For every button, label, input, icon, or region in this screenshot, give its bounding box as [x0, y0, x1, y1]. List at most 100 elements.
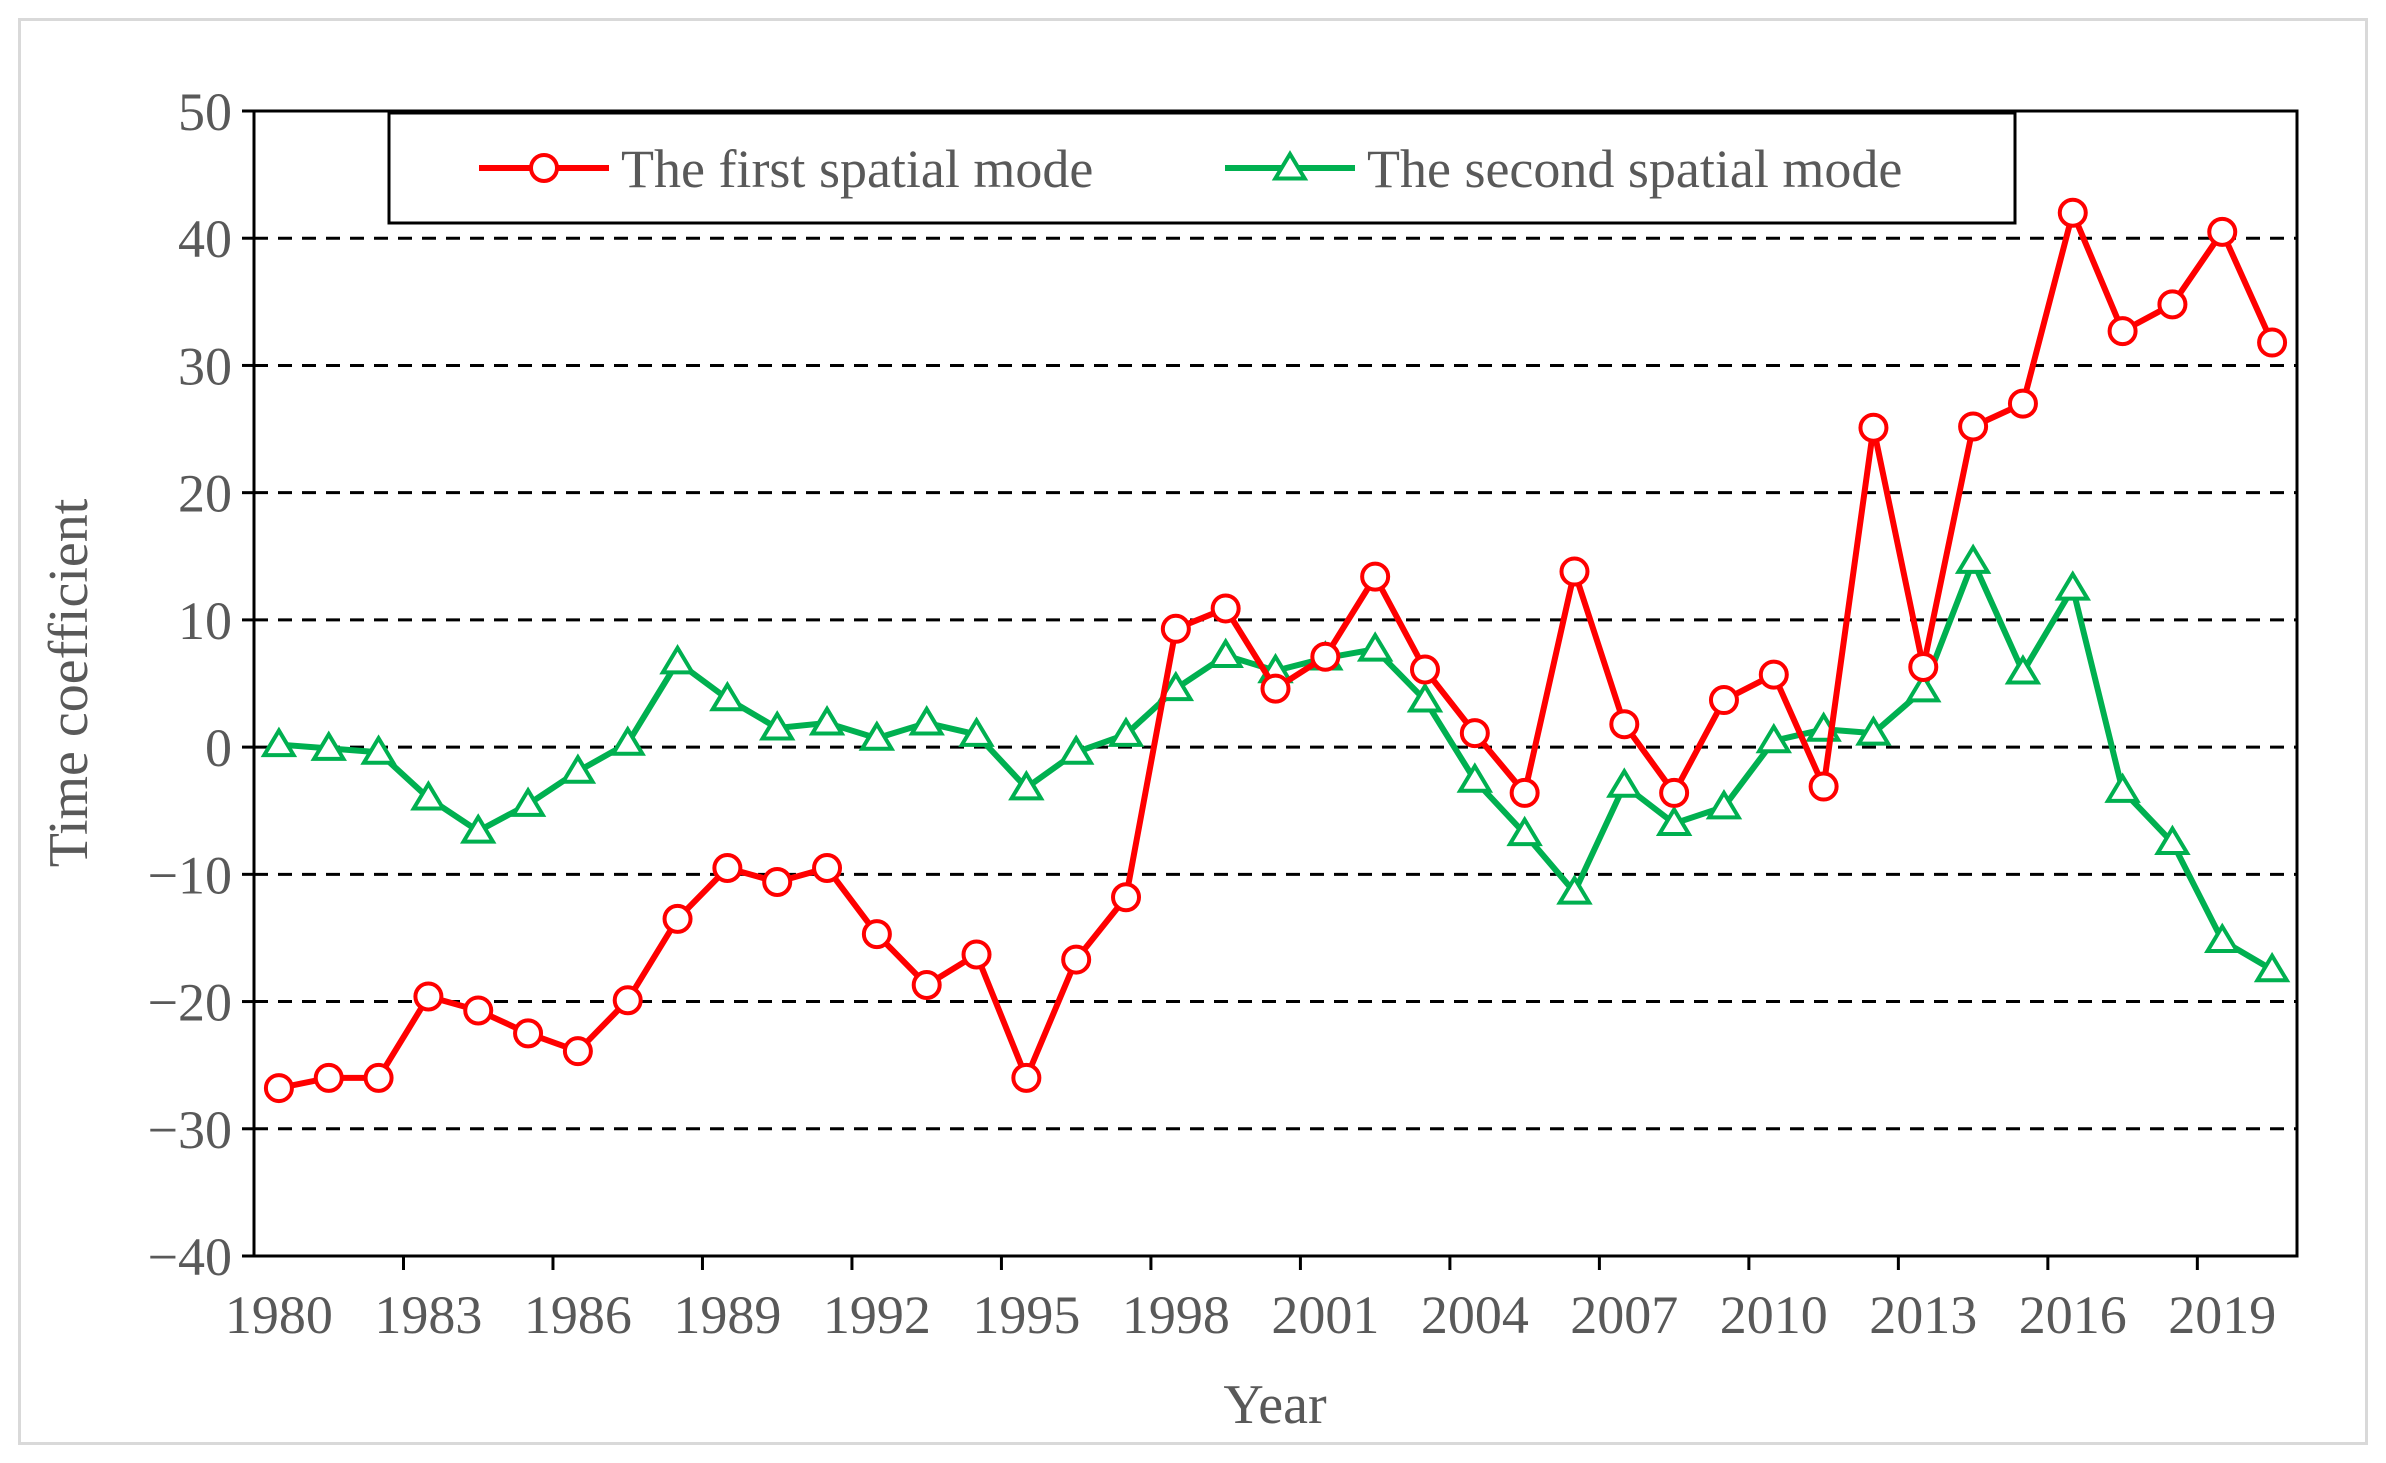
- data-point: [1556, 874, 1593, 905]
- data-point: [1260, 673, 1291, 704]
- x-tick-label: 1983: [374, 1285, 482, 1345]
- data-point: [2207, 216, 2238, 247]
- data-point: [2057, 197, 2088, 228]
- data-point: [858, 720, 896, 751]
- data-point: [1954, 543, 1992, 574]
- x-tick-label: 1995: [972, 1285, 1080, 1345]
- data-point: [659, 643, 696, 675]
- data-point: [1559, 556, 1590, 587]
- data-point: [1808, 771, 1839, 802]
- gridlines: [254, 236, 2297, 1131]
- chart-frame: 1980 1983 1986 1989 1992 1995 1998 2001 2004 2007…: [18, 18, 2368, 1445]
- data-point: [360, 734, 397, 765]
- data-point: [1107, 716, 1145, 747]
- x-axis-label: Year: [1223, 1374, 1327, 1436]
- y-tick-label: 20: [178, 464, 232, 524]
- data-point: [758, 710, 796, 741]
- data-point: [1855, 715, 1892, 746]
- y-tick-label: 40: [178, 209, 232, 269]
- data-point: [562, 1036, 593, 1067]
- data-point: [2204, 922, 2241, 953]
- x-tick-label: 1980: [225, 1285, 333, 1345]
- data-point: [1057, 734, 1095, 765]
- data-point: [260, 726, 298, 758]
- y-tick-label: 30: [178, 336, 232, 396]
- data-point: [2054, 570, 2092, 601]
- data-point: [1958, 411, 1989, 442]
- data-point: [709, 680, 746, 712]
- y-tick-label: −10: [148, 845, 232, 905]
- data-point: [1705, 789, 1743, 820]
- data-point: [961, 939, 992, 970]
- y-tick-label: −30: [148, 1100, 232, 1160]
- data-point: [1509, 777, 1540, 808]
- data-point: [1061, 944, 1092, 975]
- data-point: [1157, 670, 1195, 702]
- data-point: [1609, 709, 1640, 740]
- data-point: [2007, 388, 2038, 419]
- data-point: [413, 981, 444, 1012]
- data-point: [958, 716, 995, 747]
- x-tick-label: 2019: [2168, 1285, 2276, 1345]
- data-point: [1310, 641, 1341, 672]
- data-point: [2154, 824, 2191, 856]
- data-point: [2004, 654, 2042, 685]
- data-point: [2107, 316, 2138, 347]
- data-point: [712, 852, 743, 883]
- x-tick-label: 2013: [1869, 1285, 1977, 1345]
- series-2: [260, 543, 2291, 983]
- data-point: [1111, 882, 1142, 913]
- data-point: [1659, 777, 1690, 808]
- data-point: [1360, 561, 1391, 592]
- data-point: [313, 1062, 344, 1093]
- data-point: [410, 780, 447, 811]
- x-tick-label: 2007: [1570, 1285, 1678, 1345]
- data-point: [509, 786, 547, 817]
- data-point: [1459, 718, 1490, 749]
- data-point: [908, 705, 945, 736]
- data-point: [1908, 651, 1939, 682]
- series-1: [263, 197, 2288, 1104]
- data-point: [310, 730, 347, 761]
- data-point: [1011, 1062, 1042, 1093]
- data-point: [1708, 685, 1739, 716]
- data-point: [1207, 637, 1244, 669]
- x-tick-label: 2001: [1271, 1285, 1379, 1345]
- plot-area: [252, 109, 2299, 1258]
- x-axis: 1980 1983 1986 1989 1992 1995 1998 2001 2004 2007…: [225, 1256, 2276, 1345]
- x-tick-label: 2016: [2019, 1285, 2127, 1345]
- data-point: [463, 995, 494, 1026]
- data-point: [662, 903, 693, 934]
- data-point: [1008, 769, 1045, 801]
- x-tick-label: 1989: [673, 1285, 781, 1345]
- data-point: [612, 985, 643, 1016]
- y-axis-label: Time coefficient: [38, 498, 100, 867]
- legend-entry-2: The second spatial mode: [1225, 139, 1902, 199]
- series-line: [278, 209, 2275, 1092]
- y-tick-label: 0: [205, 718, 232, 778]
- data-point: [1160, 613, 1191, 644]
- series-layer: [260, 197, 2291, 1104]
- data-point: [1606, 767, 1643, 798]
- x-tick-label: 1992: [823, 1285, 931, 1345]
- data-point: [609, 725, 646, 756]
- legend: The first spatial mode The second spatial…: [387, 111, 2017, 225]
- x-tick-label: 1986: [524, 1285, 632, 1345]
- legend-marker: [529, 153, 559, 183]
- data-point: [1858, 412, 1889, 443]
- line-chart: 1980 1983 1986 1989 1992 1995 1998 2001 2004 2007…: [38, 82, 2299, 1436]
- data-point: [1356, 631, 1394, 662]
- x-tick-label: 1998: [1122, 1285, 1230, 1345]
- y-tick-label: −40: [148, 1227, 232, 1287]
- data-point: [861, 919, 892, 950]
- legend-label: The first spatial mode: [621, 139, 1093, 199]
- data-point: [263, 1073, 294, 1104]
- data-point: [1755, 722, 1793, 754]
- legend-entry-1: The first spatial mode: [479, 139, 1093, 199]
- data-point: [1655, 805, 1693, 836]
- x-tick-label: 2010: [1720, 1285, 1828, 1345]
- data-point: [1409, 654, 1440, 685]
- data-point: [2104, 772, 2141, 803]
- y-tick-label: 10: [178, 591, 232, 651]
- data-point: [2253, 951, 2291, 983]
